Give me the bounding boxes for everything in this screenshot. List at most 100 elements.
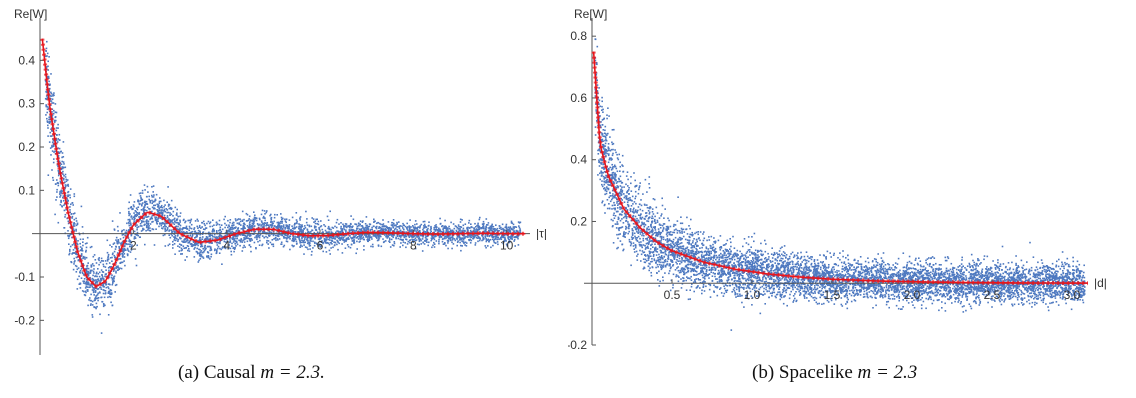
scatter-point <box>372 235 375 237</box>
scatter-point <box>978 286 980 289</box>
scatter-point <box>183 231 185 233</box>
scatter-point <box>705 251 708 253</box>
scatter-point <box>279 228 282 230</box>
scatter-point <box>263 222 266 224</box>
scatter-point <box>285 224 287 226</box>
scatter-point <box>166 228 169 231</box>
scatter-point <box>199 253 201 255</box>
scatter-point <box>158 200 161 203</box>
scatter-point <box>123 248 125 251</box>
scatter-point <box>508 236 511 238</box>
scatter-point <box>308 236 311 239</box>
scatter-point <box>273 220 275 223</box>
scatter-point <box>416 227 418 229</box>
scatter-point <box>137 206 140 208</box>
scatter-point <box>122 236 125 239</box>
scatter-point <box>103 296 106 299</box>
scatter-point <box>479 231 481 233</box>
scatter-point <box>293 226 296 228</box>
scatter-point <box>344 239 346 241</box>
scatter-point <box>129 206 132 209</box>
scatter-point <box>314 222 317 225</box>
scatter-point <box>209 258 211 260</box>
scatter-point <box>475 228 478 230</box>
scatter-point <box>56 134 58 136</box>
scatter-point <box>345 229 347 231</box>
scatter-point <box>115 270 117 273</box>
scatter-point <box>677 269 680 272</box>
scatter-point <box>500 226 502 229</box>
scatter-point <box>938 286 941 288</box>
scatter-point <box>514 236 516 238</box>
scatter-point <box>287 227 289 230</box>
scatter-point <box>171 230 174 233</box>
scatter-point <box>369 235 371 237</box>
scatter-point <box>136 244 138 247</box>
scatter-point <box>718 275 721 278</box>
scatter-point <box>320 220 322 222</box>
scatter-point <box>97 273 100 275</box>
scatter-point <box>248 237 251 240</box>
scatter-point <box>139 195 142 197</box>
scatter-point <box>250 219 253 222</box>
scatter-point <box>144 200 146 203</box>
scatter-point <box>503 229 505 232</box>
scatter-point <box>72 249 75 251</box>
scatter-point <box>364 228 366 231</box>
scatter-point <box>136 213 138 216</box>
scatter-point <box>51 111 53 113</box>
scatter-point <box>420 239 422 242</box>
scatter-point <box>474 235 476 238</box>
scatter-series <box>44 40 522 334</box>
scatter-point <box>379 222 381 225</box>
scatter-point <box>316 223 319 225</box>
scatter-point <box>486 224 488 226</box>
scatter-point <box>392 226 395 229</box>
scatter-point <box>157 205 160 207</box>
scatter-point <box>414 226 416 228</box>
scatter-point <box>194 230 197 233</box>
scatter-point <box>231 228 233 231</box>
scatter-point <box>253 220 256 222</box>
scatter-point <box>462 237 465 240</box>
scatter-point <box>143 217 145 220</box>
scatter-point <box>237 227 240 229</box>
scatter-point <box>93 294 95 296</box>
scatter-point <box>308 225 311 228</box>
scatter-point <box>67 230 69 232</box>
scatter-point <box>208 241 210 244</box>
scatter-point <box>44 80 47 82</box>
scatter-point <box>341 243 343 245</box>
scatter-point <box>144 201 146 204</box>
scatter-point <box>990 289 992 291</box>
scatter-point <box>76 288 79 290</box>
scatter-point <box>313 241 316 244</box>
scatter-point <box>127 221 130 224</box>
scatter-point <box>153 204 155 207</box>
scatter-point <box>50 128 52 130</box>
scatter-point <box>98 280 100 282</box>
scatter-point <box>269 214 271 217</box>
scatter-point <box>363 227 365 229</box>
scatter-point <box>601 158 603 160</box>
scatter-point <box>464 241 467 244</box>
scatter-point <box>69 248 71 251</box>
scatter-point <box>207 256 210 259</box>
scatter-point <box>229 221 231 224</box>
scatter-point <box>425 238 427 240</box>
scatter-point <box>101 274 103 276</box>
scatter-point <box>100 332 103 334</box>
scatter-point <box>385 226 388 229</box>
scatter-point <box>130 249 133 251</box>
scatter-point <box>199 231 201 233</box>
scatter-point <box>120 261 123 264</box>
scatter-point <box>298 225 300 228</box>
scatter-point <box>147 215 150 218</box>
scatter-point <box>156 220 158 223</box>
scatter-point <box>85 268 88 270</box>
scatter-point <box>170 206 172 209</box>
scatter-point <box>115 245 117 248</box>
scatter-point <box>209 225 211 228</box>
scatter-point <box>83 290 85 293</box>
scatter-point <box>483 222 485 225</box>
